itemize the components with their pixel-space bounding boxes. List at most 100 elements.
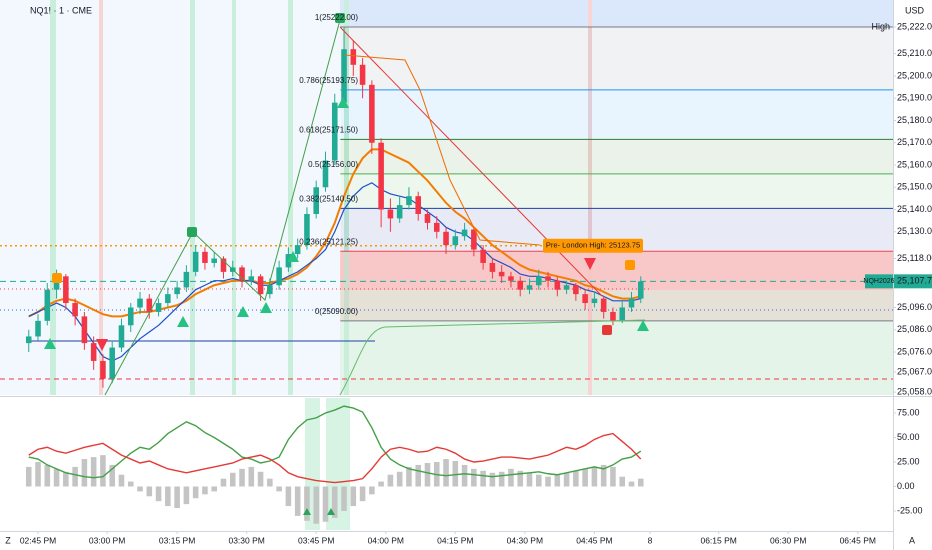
buy-marker — [287, 251, 299, 262]
candle-body — [248, 276, 255, 281]
y-tick-label: 25,160.00 — [897, 159, 932, 169]
candle-body — [563, 285, 570, 290]
fib-band — [340, 173, 893, 209]
histogram-bar — [63, 471, 69, 487]
candle-body — [44, 289, 51, 321]
y-tick-label: 25,086.00 — [897, 324, 932, 334]
histogram-bar — [563, 472, 570, 487]
histogram-bar — [359, 486, 366, 502]
y-tick-label: 25,140.00 — [897, 204, 932, 214]
signal-column — [99, 0, 103, 395]
histogram-bar — [100, 455, 106, 487]
histogram-bar — [545, 476, 551, 487]
histogram-bar — [183, 486, 190, 505]
signal-column — [232, 0, 236, 395]
x-tick-label: 03:30 PM — [228, 535, 264, 545]
y-tick-label: 25,210.00 — [897, 48, 932, 58]
fib-band — [340, 89, 893, 140]
labels: NQ1! · 1 · CME USD High Z A 1(25222.00) 0… — [5, 5, 932, 545]
background — [0, 0, 893, 530]
y-tick-label: 75.00 — [897, 407, 920, 417]
signal-column — [50, 0, 56, 395]
histogram-bar — [248, 466, 255, 487]
candle-body — [387, 209, 394, 219]
y-tick-label: 25,058.00 — [897, 386, 932, 396]
y-tick-label: 25,200.00 — [897, 70, 932, 80]
curve-line — [339, 319, 646, 396]
signal-column — [190, 0, 195, 395]
candle-body — [600, 298, 607, 312]
fib-band — [340, 26, 893, 90]
candle-body — [433, 222, 440, 232]
symbol-tag: NQH2026 — [863, 278, 894, 285]
histogram-bar — [535, 474, 542, 487]
x-tick-label: 04:45 PM — [576, 535, 612, 545]
y-tick-label: 25,130.00 — [897, 226, 932, 236]
candle-body — [63, 276, 69, 304]
candle-body — [146, 298, 153, 312]
candle-body — [452, 236, 459, 246]
x-tick-label: 03:45 PM — [298, 535, 334, 545]
candle-body — [202, 251, 208, 263]
candle-body — [610, 311, 616, 321]
histogram-bar — [322, 486, 329, 522]
candle-body — [90, 343, 97, 361]
histogram-bar — [480, 470, 486, 487]
candle-body — [461, 229, 468, 237]
histogram-bar — [610, 466, 616, 487]
x-tick-label: 06:45 PM — [840, 535, 876, 545]
y-tick-label: 25,190.00 — [897, 93, 932, 103]
candle-body — [424, 213, 431, 223]
pivot-marker — [625, 260, 635, 270]
histogram-bar — [591, 466, 598, 487]
histogram-bar — [637, 478, 644, 487]
candle-body — [628, 298, 635, 308]
pre-london-high-label: Pre- London High: 25123.75 — [546, 241, 640, 250]
histogram-bar — [25, 466, 32, 487]
candle-body — [331, 102, 338, 161]
histogram-bar — [294, 486, 301, 516]
sell-marker — [96, 339, 108, 351]
pivot-marker — [335, 13, 345, 23]
candle-body — [443, 231, 449, 246]
histogram-bar — [267, 478, 273, 487]
candle-body — [174, 287, 180, 295]
y-tick-label: 25,076.00 — [897, 346, 932, 356]
candle-body — [35, 320, 41, 337]
x-tick-label: 02:45 PM — [20, 535, 56, 545]
pre-london-high-box — [543, 238, 643, 253]
sell-marker — [584, 258, 596, 270]
fib-label: 0.786(25193.75) — [299, 76, 358, 85]
candle-body — [100, 360, 106, 379]
histogram-bar — [443, 459, 449, 487]
candle-body — [294, 245, 301, 255]
buy-marker — [177, 316, 189, 327]
histogram-bar — [174, 486, 180, 509]
candle-body — [471, 229, 477, 250]
envelope-line — [344, 54, 541, 246]
candle-body — [118, 325, 125, 348]
candle-body — [489, 262, 496, 272]
osc-marker — [327, 508, 335, 515]
fib-label: 0.618(25171.50) — [299, 125, 358, 134]
histogram-bar — [526, 472, 533, 487]
candle-body — [53, 276, 60, 290]
histogram-bar — [285, 486, 292, 507]
histogram-bar — [211, 486, 217, 492]
fib-band — [340, 139, 893, 174]
histogram-bar — [331, 486, 338, 518]
candle-body — [415, 196, 421, 214]
histogram-bar — [72, 466, 78, 487]
candle-body — [526, 285, 533, 290]
histogram-bar — [202, 486, 208, 495]
histogram-bar — [155, 486, 162, 502]
histogram-bar — [229, 472, 236, 487]
histogram-bar — [452, 461, 459, 487]
candle-body — [220, 258, 227, 272]
histogram-bar — [582, 468, 588, 487]
histogram-bar — [350, 486, 357, 507]
symbol: NQ1! · 1 · CME — [30, 5, 92, 15]
histogram-bar — [90, 457, 97, 487]
fib-label: 0.382(25140.50) — [299, 195, 358, 204]
